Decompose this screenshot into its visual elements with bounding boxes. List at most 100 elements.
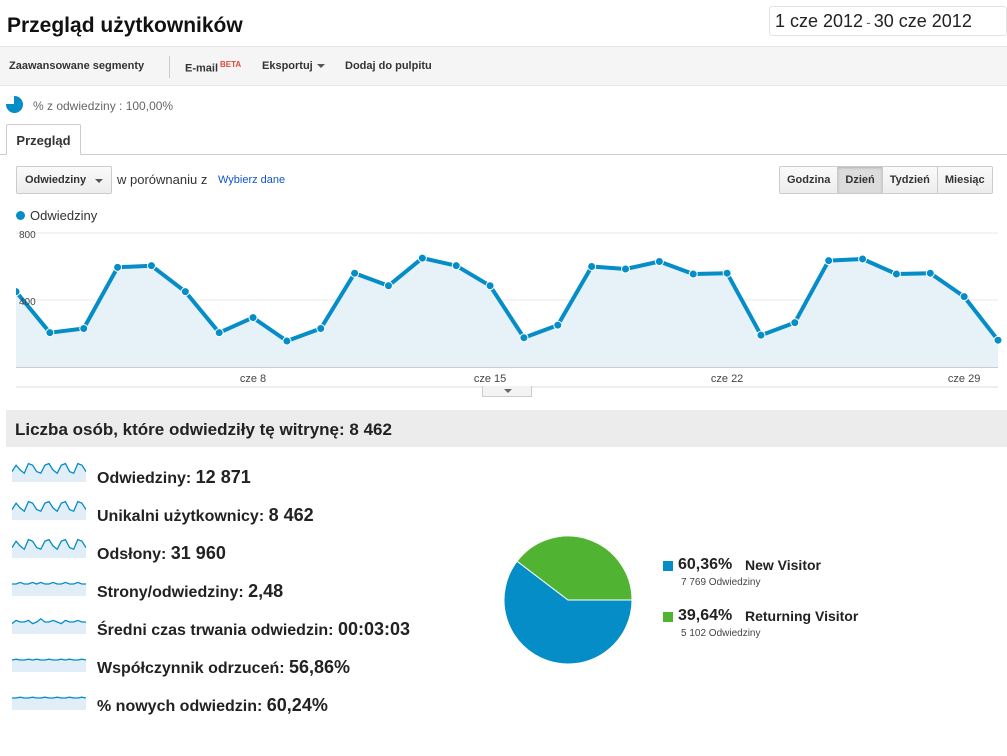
data-point[interactable] xyxy=(79,323,89,333)
data-point[interactable] xyxy=(688,269,698,279)
sparkline-line xyxy=(12,658,86,661)
tab-divider xyxy=(0,154,1007,155)
y-tick-label: 800 xyxy=(19,230,36,241)
add-to-dashboard-button[interactable]: Dodaj do pulpitu xyxy=(345,60,432,72)
data-point[interactable] xyxy=(485,281,495,291)
period-week-button[interactable]: Tydzień xyxy=(882,167,938,193)
data-point[interactable] xyxy=(790,318,800,328)
metric-name: Strony/odwiedziny: xyxy=(97,584,249,601)
data-point[interactable] xyxy=(587,262,597,271)
data-point[interactable] xyxy=(824,256,834,266)
data-point[interactable] xyxy=(16,287,21,297)
visitor-type-pie-chart xyxy=(503,535,633,665)
pie-slice[interactable] xyxy=(516,535,633,601)
sparkline-line xyxy=(12,617,86,625)
metric-label: Odsłony: 31 960 xyxy=(97,543,226,564)
data-point[interactable] xyxy=(451,261,461,271)
segment-label: % z odwiedziny : 100,00% xyxy=(33,99,174,113)
data-point[interactable] xyxy=(553,320,563,330)
export-label: Eksportuj xyxy=(262,60,313,72)
sparkline-area xyxy=(12,659,86,672)
data-point[interactable] xyxy=(282,336,292,346)
page-title: Przegląd użytkowników xyxy=(7,14,243,37)
data-point[interactable] xyxy=(180,287,190,297)
period-hour-button[interactable]: Godzina xyxy=(780,167,839,193)
sparkline xyxy=(12,696,86,710)
email-button[interactable]: E-mail BETA xyxy=(185,60,241,75)
legend-swatch-returning xyxy=(663,612,673,622)
data-point[interactable] xyxy=(925,268,935,278)
pie-count-new: 7 769 Odwiedziny xyxy=(681,577,761,588)
pie-pct-new: 60,36% xyxy=(678,556,733,573)
pie-name-new[interactable]: New Visitor xyxy=(745,557,821,573)
choose-metric-link[interactable]: Wybierz dane xyxy=(218,174,286,186)
period-toggle: Godzina Dzień Tydzień Miesiąc xyxy=(779,166,993,194)
sparkline-line xyxy=(12,696,86,699)
metric-value: 31 960 xyxy=(170,543,226,563)
pie-count-returning: 5 102 Odwiedziny xyxy=(681,628,761,639)
data-point[interactable] xyxy=(350,268,360,278)
data-point[interactable] xyxy=(214,328,224,338)
date-separator: - xyxy=(866,14,871,30)
data-point[interactable] xyxy=(722,268,732,278)
metric-label: Strony/odwiedziny: 2,48 xyxy=(97,581,283,602)
email-label: E-mail xyxy=(185,62,219,75)
metric-select-value: Odwiedziny xyxy=(25,174,87,186)
metric-value: 00:03:03 xyxy=(337,619,410,639)
data-point[interactable] xyxy=(146,261,156,271)
legend-swatch-new xyxy=(663,561,673,571)
metric-name: Współczynnik odrzuceń: xyxy=(97,660,290,677)
data-point[interactable] xyxy=(417,253,427,263)
metric-value: 2,48 xyxy=(248,581,284,601)
y-tick-label: 400 xyxy=(19,297,36,308)
report-toolbar: Zaawansowane segmenty E-mail BETA Eksport… xyxy=(0,46,1007,86)
sparkline xyxy=(12,462,86,482)
data-point[interactable] xyxy=(756,330,766,340)
data-point[interactable] xyxy=(383,281,393,291)
data-point[interactable] xyxy=(316,323,326,333)
sparkline xyxy=(12,617,86,634)
data-point[interactable] xyxy=(248,313,258,323)
metric-label: % nowych odwiedzin: 60,24% xyxy=(97,695,328,716)
metric-select[interactable]: Odwiedziny xyxy=(16,166,112,194)
sparkline-area xyxy=(12,582,86,596)
metric-label: Odwiedziny: 12 871 xyxy=(97,467,251,488)
data-point[interactable] xyxy=(858,254,868,264)
sparkline xyxy=(12,500,86,520)
x-tick-label: cze 8 xyxy=(240,373,266,385)
metric-value: 56,86% xyxy=(289,657,351,677)
period-month-button[interactable]: Miesiąc xyxy=(937,167,992,193)
data-point[interactable] xyxy=(113,262,123,272)
pie-name-returning[interactable]: Returning Visitor xyxy=(745,608,859,624)
advanced-segments-button[interactable]: Zaawansowane segmenty xyxy=(9,60,145,72)
data-point[interactable] xyxy=(993,335,1003,345)
metric-value: 8 462 xyxy=(268,505,314,525)
data-point[interactable] xyxy=(45,328,55,338)
chart-legend: Odwiedziny xyxy=(16,208,97,223)
data-point[interactable] xyxy=(891,269,901,279)
metric-label: Współczynnik odrzuceń: 56,86% xyxy=(97,657,350,678)
data-point[interactable] xyxy=(959,292,969,302)
x-tick-label: cze 29 xyxy=(948,373,980,385)
segment-pie-icon xyxy=(6,96,23,113)
data-point[interactable] xyxy=(621,264,631,274)
sparkline xyxy=(12,538,86,558)
metric-name: Odsłony: xyxy=(97,546,171,563)
date-start: 1 cze 2012 xyxy=(775,11,864,31)
tab-overview[interactable]: Przegląd xyxy=(6,124,81,155)
beta-badge: BETA xyxy=(220,60,242,69)
x-tick-label: cze 22 xyxy=(711,373,743,385)
data-point[interactable] xyxy=(519,333,529,343)
visits-line-chart: 400 800 cze 8 cze 15 cze 22 cze 29 xyxy=(16,230,1003,388)
data-point[interactable] xyxy=(654,256,664,266)
export-button[interactable]: Eksportuj xyxy=(262,60,325,72)
chart-collapse-toggle[interactable] xyxy=(482,386,532,397)
metric-name: Unikalni użytkownicy: xyxy=(97,508,269,525)
sparkline-area xyxy=(12,697,86,710)
pie-slice[interactable] xyxy=(503,560,633,665)
period-day-button[interactable]: Dzień xyxy=(838,167,883,193)
date-range-picker[interactable]: 1 cze 2012-30 cze 2012 xyxy=(769,6,1007,36)
sparkline-line xyxy=(12,538,86,551)
metric-name: Średni czas trwania odwiedzin: xyxy=(97,622,338,639)
legend-label: Odwiedziny xyxy=(30,208,98,223)
